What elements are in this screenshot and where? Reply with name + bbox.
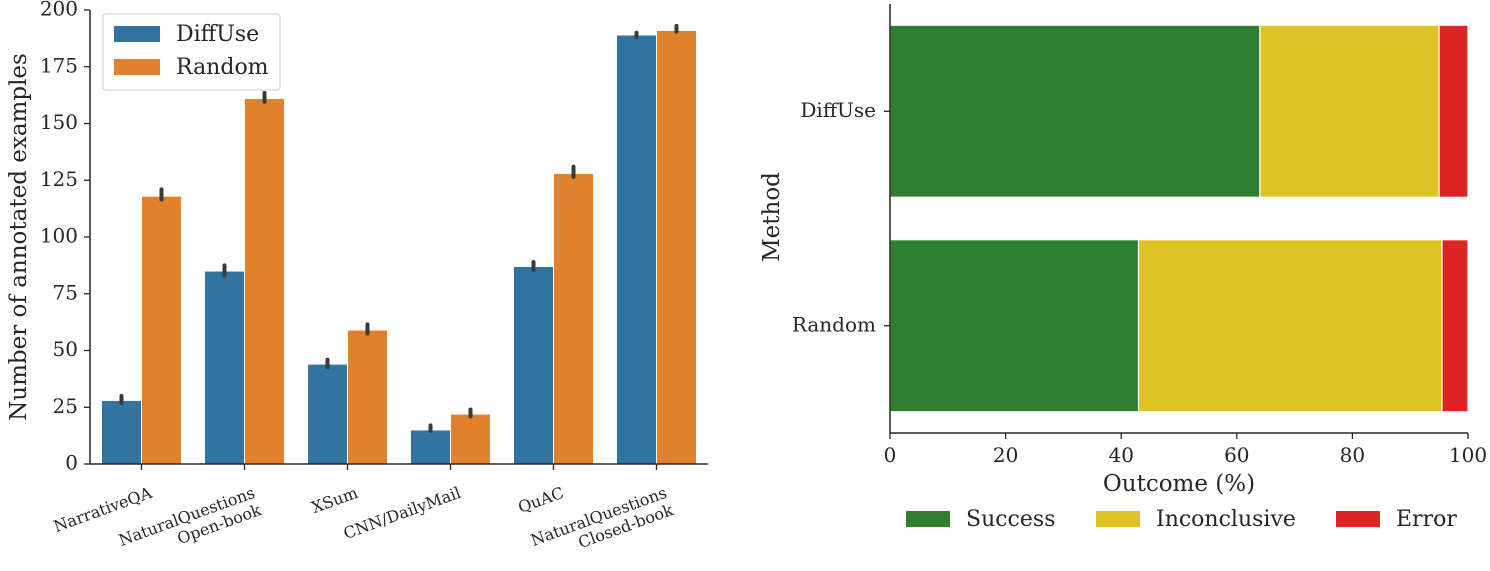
y-tick-label: 150 bbox=[40, 110, 78, 134]
bar-random-narrativeqa bbox=[141, 195, 182, 465]
x-tick-label: 80 bbox=[1340, 443, 1365, 467]
bar-diffuse-quac bbox=[513, 266, 554, 465]
bar-segment-inconclusive-diffuse bbox=[1259, 24, 1440, 198]
bar-random-naturalquestions-open-book bbox=[244, 98, 285, 465]
x-tick-label: 0 bbox=[884, 443, 897, 467]
legend-label-diffuse: DiffUse bbox=[176, 22, 259, 47]
legend-swatch-error bbox=[1336, 511, 1380, 527]
y-tick-label: 175 bbox=[40, 53, 78, 77]
bar-segment-success-diffuse bbox=[889, 24, 1261, 198]
stacked-bar-chart-outcome: 0 20 40 60 80 100 DiffUse Random Outcome (%) M… bbox=[759, 4, 1487, 532]
legend-swatch-inconclusive bbox=[1096, 511, 1140, 527]
bar-diffuse-xsum bbox=[307, 363, 348, 465]
bar-diffuse-narrativeqa bbox=[101, 399, 142, 465]
x-tick-label: 40 bbox=[1108, 443, 1133, 467]
legend-label-inconclusive: Inconclusive bbox=[1156, 507, 1296, 532]
bar-random-cnn-dailymail bbox=[450, 413, 491, 465]
bar-segment-error-diffuse bbox=[1438, 24, 1469, 198]
bar-diffuse-naturalquestions-open-book bbox=[204, 270, 245, 465]
x-tick-label: 20 bbox=[993, 443, 1018, 467]
bar-diffuse-cnn-dailymail bbox=[410, 429, 451, 465]
bar-random-quac bbox=[553, 172, 594, 465]
category-label-diffuse: DiffUse bbox=[800, 98, 876, 122]
x-tick-label: 100 bbox=[1449, 443, 1487, 467]
legend-label-random: Random bbox=[176, 55, 269, 80]
legend-swatch-random bbox=[114, 59, 160, 75]
category-label-quac: QuAC bbox=[515, 483, 566, 517]
y-axis-title: Number of annotated examples bbox=[6, 53, 32, 421]
category-label-cnn-dailymail: CNN/DailyMail bbox=[341, 483, 463, 543]
legend: Success Inconclusive Error bbox=[906, 507, 1457, 532]
bar-segment-success-random bbox=[889, 239, 1140, 413]
bar-segment-inconclusive-random bbox=[1137, 239, 1443, 413]
bar-random-naturalquestions-closed-book bbox=[656, 29, 697, 465]
y-tick-label: 125 bbox=[40, 167, 78, 191]
legend: DiffUse Random bbox=[102, 13, 281, 91]
y-axis-title: Method bbox=[759, 172, 785, 262]
y-tick-label: 200 bbox=[40, 0, 78, 21]
x-tick-label: 60 bbox=[1224, 443, 1249, 467]
bar-diffuse-naturalquestions-closed-book bbox=[616, 34, 657, 465]
legend-swatch-diffuse bbox=[114, 26, 160, 42]
category-label-xsum: XSum bbox=[309, 483, 360, 517]
legend-label-error: Error bbox=[1396, 507, 1457, 532]
legend-swatch-success bbox=[906, 511, 950, 527]
y-tick-label: 0 bbox=[65, 451, 78, 475]
legend-label-success: Success bbox=[966, 507, 1055, 532]
category-label-random: Random bbox=[792, 312, 876, 336]
y-tick-label: 25 bbox=[53, 394, 78, 418]
y-tick-label: 75 bbox=[53, 280, 78, 304]
y-tick-label: 50 bbox=[53, 337, 78, 361]
x-axis-title: Outcome (%) bbox=[1103, 471, 1255, 497]
bar-random-xsum bbox=[347, 329, 388, 465]
bar-segment-error-random bbox=[1441, 239, 1469, 413]
y-tick-label: 100 bbox=[40, 224, 78, 248]
